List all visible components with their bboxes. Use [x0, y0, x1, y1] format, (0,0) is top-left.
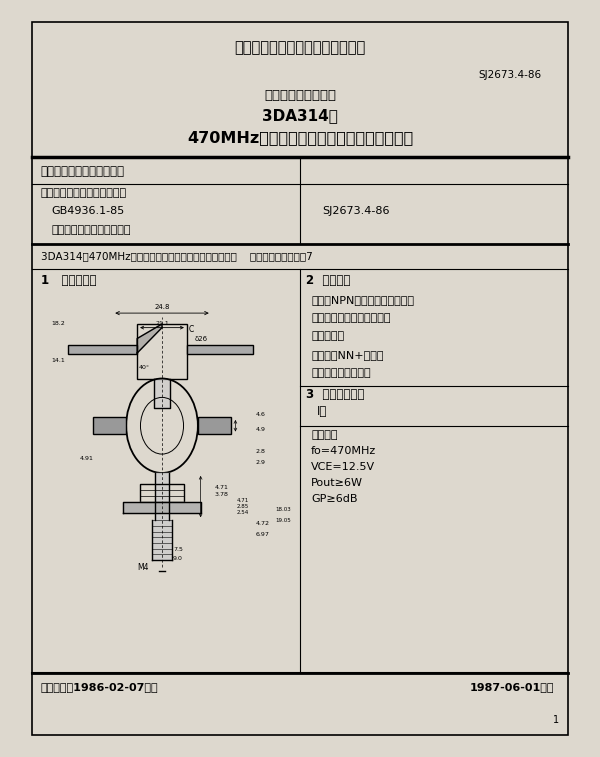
- Text: 《半导体分立器件总规范》: 《半导体分立器件总规范》: [52, 225, 131, 235]
- Text: 19.05: 19.05: [275, 518, 291, 523]
- Text: 3.78: 3.78: [214, 492, 229, 497]
- Text: 中华人民共和国电子工业部部标准: 中华人民共和国电子工业部部标准: [235, 40, 365, 55]
- Text: 4.9: 4.9: [256, 427, 266, 432]
- Text: 18.2: 18.2: [52, 322, 65, 326]
- Text: 18.03: 18.03: [275, 506, 291, 512]
- Bar: [137, 324, 187, 378]
- Bar: [68, 345, 137, 354]
- Bar: [140, 484, 184, 502]
- Text: 中国电子技术标准化研究所: 中国电子技术标准化研究所: [41, 165, 125, 178]
- Text: C: C: [188, 326, 194, 335]
- Text: M4: M4: [137, 563, 149, 572]
- Text: 4.71: 4.71: [236, 498, 249, 503]
- Text: 3DA314型: 3DA314型: [262, 108, 338, 123]
- Text: 9.0: 9.0: [173, 556, 183, 561]
- Text: 470MHz管壳额定的低电压双极型功率晶体管: 470MHz管壳额定的低电压双极型功率晶体管: [187, 129, 413, 145]
- Text: 2.8: 2.8: [256, 449, 266, 453]
- Text: 1: 1: [553, 715, 559, 725]
- Text: 2.85: 2.85: [236, 504, 249, 509]
- Polygon shape: [155, 473, 169, 520]
- Bar: [93, 417, 126, 435]
- Text: 21.1: 21.1: [155, 321, 169, 326]
- Text: Pout≥6W: Pout≥6W: [311, 478, 363, 488]
- Polygon shape: [154, 378, 170, 407]
- Text: fo=470MHz: fo=470MHz: [311, 446, 376, 456]
- Bar: [187, 345, 253, 354]
- Text: 7.5: 7.5: [173, 547, 183, 552]
- Text: SJ2673.4-86: SJ2673.4-86: [478, 70, 541, 79]
- Text: 4.71: 4.71: [214, 485, 229, 490]
- Text: 40°: 40°: [139, 365, 150, 370]
- Text: 24.8: 24.8: [154, 304, 170, 310]
- Text: 材料：硅NN+外延片: 材料：硅NN+外延片: [311, 350, 383, 360]
- Polygon shape: [152, 520, 172, 560]
- Text: 电子元器件详细规范: 电子元器件详细规范: [264, 89, 336, 101]
- Text: 电子元器件质量评定是根据：: 电子元器件质量评定是根据：: [41, 188, 127, 198]
- Text: 6.97: 6.97: [256, 532, 270, 537]
- Text: 封装：金属陶瓷封装: 封装：金属陶瓷封装: [311, 368, 371, 378]
- Text: 功率放大。: 功率放大。: [311, 332, 344, 341]
- Text: 3  质量评定类别: 3 质量评定类别: [305, 388, 364, 401]
- Text: 1987-06-01实施: 1987-06-01实施: [469, 682, 554, 693]
- Text: GB4936.1-85: GB4936.1-85: [52, 207, 125, 217]
- Text: SJ2673.4-86: SJ2673.4-86: [322, 207, 389, 217]
- Text: GP≥6dB: GP≥6dB: [311, 494, 358, 504]
- Text: 4.91: 4.91: [79, 456, 93, 461]
- Text: 参考数据: 参考数据: [311, 430, 338, 440]
- Text: 2  简略说明: 2 简略说明: [305, 274, 350, 287]
- Text: 14.1: 14.1: [52, 358, 65, 363]
- Text: 4.72: 4.72: [256, 522, 270, 526]
- Text: 低压电台中作末前级和末级: 低压电台中作末前级和末级: [311, 313, 391, 323]
- Bar: [198, 417, 231, 435]
- Polygon shape: [137, 324, 162, 353]
- Text: Ⅰ类: Ⅰ类: [317, 405, 327, 418]
- Text: 该管系NPN外延平面晶体管，在: 该管系NPN外延平面晶体管，在: [311, 295, 414, 305]
- Text: 2.54: 2.54: [236, 509, 249, 515]
- Text: 2.9: 2.9: [256, 459, 266, 465]
- Text: 4.6: 4.6: [256, 413, 266, 417]
- Text: δ26: δ26: [195, 335, 208, 341]
- Text: 1   机械说明：: 1 机械说明：: [41, 274, 96, 287]
- Text: 3DA314型470MHz管壳额定的低电压双极型功率晶体管。    定货资料：见本规范7: 3DA314型470MHz管壳额定的低电压双极型功率晶体管。 定货资料：见本规范…: [41, 251, 313, 261]
- Polygon shape: [124, 502, 200, 513]
- Text: 电子工业部1986-02-07发布: 电子工业部1986-02-07发布: [41, 682, 158, 693]
- Text: VCE=12.5V: VCE=12.5V: [311, 463, 375, 472]
